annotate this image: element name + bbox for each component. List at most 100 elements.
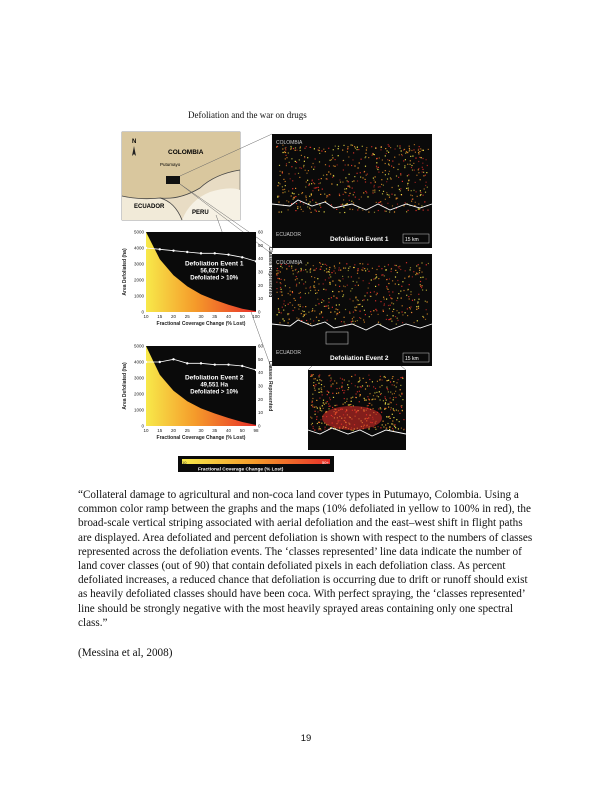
chart1-area-series	[146, 232, 256, 312]
inset-ecuador-label: ECUADOR	[134, 204, 165, 210]
chart1-y2tick: 40	[258, 256, 264, 261]
chart1-classes-point	[172, 249, 175, 252]
chart2-y2tick: 10	[258, 410, 264, 415]
chart2-xtick: 25	[185, 428, 191, 433]
chart1-classes-point	[199, 252, 203, 255]
chart1-classes-point	[254, 260, 258, 263]
page-number: 19	[300, 733, 312, 744]
chart2-annotation: 49,551 Ha	[200, 383, 228, 389]
chart1-annotation: Defoliation Event 1	[185, 261, 244, 268]
chart2-classes-point	[254, 368, 258, 372]
colorbar-title: Fractional Coverage Change (% Lost)	[198, 467, 284, 473]
chart1-classes-point	[213, 252, 216, 255]
chart2-ytick: 0	[141, 424, 144, 429]
chart2-classes-point	[199, 362, 203, 365]
citation: (Messina et al, 2008)	[78, 647, 173, 659]
chart2-classes-point	[172, 358, 175, 361]
chart1-y2tick: 30	[258, 270, 264, 275]
chart1-classes-point	[144, 246, 148, 250]
chart2-ytick: 2000	[134, 392, 145, 397]
map2-bottom-label: ECUADOR	[276, 350, 301, 356]
chart2-y2tick: 40	[258, 370, 264, 375]
colorbar-min: 10	[182, 460, 187, 465]
chart1-ytick: 0	[141, 310, 144, 315]
chart2-area-series	[146, 346, 256, 426]
chart1-xtick: 25	[185, 314, 191, 319]
chart1-ytick: 5000	[134, 230, 145, 235]
chart1-xtick: 15	[157, 314, 163, 319]
figure: N COLOMBIA Putumayo ECUADOR PERU COLOMBI…	[120, 130, 440, 475]
chart2-classes-point	[144, 360, 148, 364]
chart2-xtick: 50	[240, 428, 246, 433]
inset-north-label: N	[132, 139, 136, 145]
map2-title: Defoliation Event 2	[330, 355, 389, 362]
chart2-classes-point	[213, 363, 216, 366]
chart2-y2tick: 50	[258, 357, 264, 362]
chart2-classes-point	[227, 363, 230, 366]
chart1-classes-point	[186, 250, 189, 254]
chart1-ytick: 3000	[134, 262, 145, 267]
chart1-y2tick: 0	[258, 310, 261, 315]
chart1-annotation: Defoliated > 10%	[190, 276, 239, 282]
chart1-y2tick: 20	[258, 283, 264, 288]
chart1-xtick: 10	[143, 314, 149, 319]
chart2-annotation: Defoliation Event 2	[185, 375, 244, 382]
chart1-xtick: 30	[198, 314, 204, 319]
chart1-y2tick: 60	[258, 230, 264, 235]
chart2-y2tick: 60	[258, 344, 264, 349]
chart2-ytick: 3000	[134, 376, 145, 381]
inset-putumayo-label: Putumayo	[160, 162, 181, 167]
chart1-ytick: 1000	[134, 294, 145, 299]
map1-top-label: COLOMBIA	[276, 140, 303, 146]
chart2-y2label: Classes Represented	[267, 361, 273, 412]
map1-bottom-label: ECUADOR	[276, 232, 301, 238]
chart1-classes-point	[241, 256, 244, 259]
running-head: Defoliation and the war on drugs	[188, 110, 307, 120]
chart2-ytick: 5000	[134, 344, 145, 349]
chart2-classes-point	[186, 362, 189, 365]
chart1-ytick: 4000	[134, 246, 145, 251]
map1-scale: 15 km	[405, 237, 419, 243]
map-event-2: COLOMBIA ECUADOR Defoliation Event 2 15 …	[271, 254, 433, 366]
chart2-xtick: 40	[226, 428, 232, 433]
quote-text: “Collateral damage to agricultural and n…	[78, 489, 533, 629]
chart1-y2label: Classes Represented	[267, 247, 273, 298]
chart2-xtick: 20	[171, 428, 177, 433]
inset-peru-label: PERU	[192, 210, 209, 216]
chart1-y2tick: 10	[258, 296, 264, 301]
chart2-ytick: 1000	[134, 408, 145, 413]
inset-map: N COLOMBIA Putumayo ECUADOR PERU	[121, 131, 241, 221]
map-zoom-inset	[307, 370, 407, 450]
chart1-ytick: 2000	[134, 278, 145, 283]
chart2-ytick: 4000	[134, 360, 145, 365]
chart2-ylabel: Area Defoliated (ha)	[122, 362, 128, 410]
colorbar-max: 50+	[322, 460, 329, 465]
quote-paragraph: “Collateral damage to agricultural and n…	[78, 488, 538, 630]
chart2-y2tick: 20	[258, 397, 264, 402]
chart1-xtick: 100	[252, 314, 260, 319]
chart1-classes-point	[158, 248, 161, 251]
chart1-classes-point	[227, 253, 230, 256]
chart2-xtick: 30	[198, 428, 204, 433]
chart1-xtick: 35	[212, 314, 218, 319]
chart2-annotation: Defoliated > 10%	[190, 390, 239, 396]
chart2-xtick: 10	[143, 428, 149, 433]
chart1-xtick: 40	[226, 314, 232, 319]
chart2-classes-point	[241, 364, 244, 368]
chart2-y2tick: 0	[258, 424, 261, 429]
map1-title: Defoliation Event 1	[330, 236, 389, 243]
chart1-xlabel: Fractional Coverage Change (% Lost)	[157, 321, 246, 327]
chart1-y2tick: 50	[258, 243, 264, 248]
chart1-xtick: 50	[240, 314, 246, 319]
inset-colombia-label: COLOMBIA	[168, 149, 204, 156]
colorbar: 10 50+ Fractional Coverage Change (% Los…	[178, 456, 334, 473]
chart1-ylabel: Area Defoliated (ha)	[122, 248, 128, 296]
chart2-xtick: 35	[212, 428, 218, 433]
chart1-annotation: 56,627 Ha	[200, 269, 228, 275]
chart2-classes-point	[158, 360, 161, 364]
chart2-xtick: 98	[253, 428, 259, 433]
map2-top-label: COLOMBIA	[276, 260, 303, 266]
chart2-xtick: 15	[157, 428, 163, 433]
chart2-xlabel: Fractional Coverage Change (% Lost)	[157, 435, 246, 441]
